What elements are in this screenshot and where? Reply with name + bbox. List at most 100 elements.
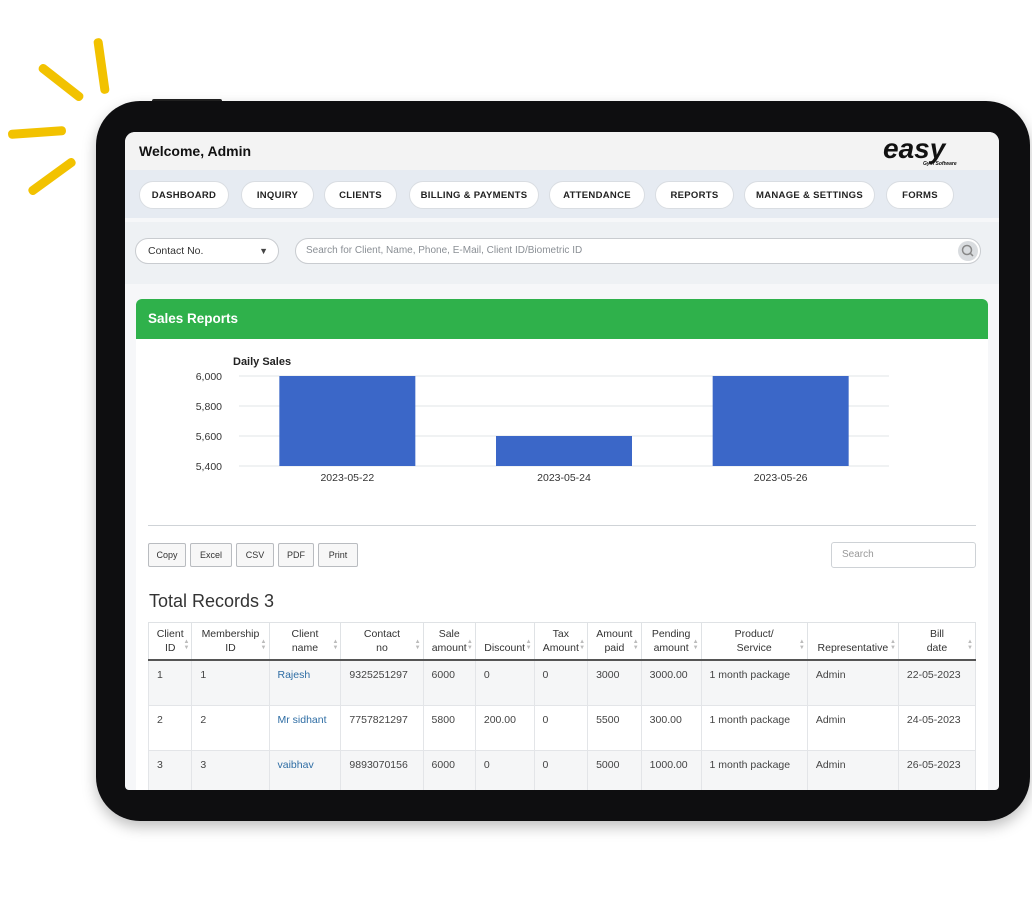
nav-dashboard[interactable]: DASHBOARD (139, 181, 229, 209)
column-header-text: Contact (363, 628, 401, 640)
table-row: 1 1 Rajesh 9325251297 6000 0 0 3000 3000.00 1 mon… (147, 659, 977, 706)
client-name-link[interactable]: Rajesh (277, 669, 311, 681)
nav-reports[interactable]: REPORTS (655, 181, 734, 209)
y-tick-label: 5,600 (196, 431, 222, 443)
sort-icon[interactable]: ▲ ▼ (525, 639, 532, 651)
sparkle-decoration (36, 62, 86, 103)
column-header-text: name (291, 642, 319, 654)
panel-title: Sales Reports (148, 311, 239, 326)
column-header-text: Representative (817, 642, 889, 654)
sort-icon[interactable]: ▲ ▼ (889, 639, 896, 651)
easy-logo: easy Gym Software (883, 134, 957, 167)
table-cell: 0 (533, 659, 589, 706)
table-cell: 6000 (422, 659, 476, 706)
column-header-text: amount (653, 642, 689, 654)
nav-inquiry[interactable]: INQUIRY (241, 181, 314, 209)
column-header[interactable]: Product/Service ▲ ▼ (700, 622, 808, 661)
table-cell: 200.00 (474, 705, 535, 751)
table-cell: 22-05-2023 (897, 659, 977, 706)
table-cell: Admin (806, 705, 899, 751)
column-header-text: Discount (484, 642, 526, 654)
table-cell: 5000 (587, 750, 642, 790)
table-cell: 3000 (587, 659, 642, 706)
nav-clients[interactable]: CLIENTS (324, 181, 397, 209)
column-header[interactable]: Tax Amount ▲ ▼ (533, 622, 589, 661)
x-tick-label: 2023-05-22 (320, 472, 374, 484)
sort-icon[interactable]: ▲ ▼ (414, 639, 421, 651)
pdf-button[interactable]: PDF (278, 543, 314, 567)
search-icon[interactable] (958, 241, 978, 261)
sort-icon[interactable]: ▲ ▼ (798, 639, 805, 651)
sort-icon[interactable]: ▲ ▼ (332, 639, 339, 651)
client-name-link[interactable]: Mr sidhant (277, 714, 327, 726)
sort-icon[interactable]: ▲ ▼ (692, 639, 699, 651)
csv-button[interactable]: CSV (236, 543, 274, 567)
column-header-text: Client (291, 628, 319, 640)
table-cell: 1000.00 (640, 750, 702, 790)
column-header-text: Client (156, 628, 184, 640)
client-name-link[interactable]: vaibhav (277, 759, 314, 771)
table-cell: 6000 (422, 750, 476, 790)
sort-icon[interactable]: ▲ ▼ (967, 639, 973, 651)
table-cell: Admin (806, 750, 899, 790)
table-cell: 7757821297 (340, 705, 424, 751)
y-tick-label: 5,800 (196, 401, 222, 413)
search-type-select[interactable]: Contact No. ▼ (135, 238, 279, 264)
nav-attendance[interactable]: ATTENDANCE (549, 181, 645, 209)
column-header[interactable]: Amount paid ▲ ▼ (587, 622, 642, 661)
table-cell: 26-05-2023 (897, 750, 977, 790)
nav-manage-settings[interactable]: MANAGE & SETTINGS (744, 181, 875, 209)
sort-icon[interactable]: ▲ ▼ (466, 639, 473, 651)
column-header[interactable]: Client name ▲ ▼ (268, 622, 342, 661)
column-header-text: date (926, 642, 948, 654)
table-cell: 0 (533, 705, 589, 751)
table-cell: vaibhav (268, 750, 342, 790)
table-cell: Mr sidhant (268, 705, 342, 751)
sort-icon[interactable]: ▲ ▼ (632, 639, 639, 651)
table-cell: 3000.00 (640, 659, 702, 706)
table-cell: Rajesh (268, 659, 342, 706)
sort-icon[interactable]: ▲ ▼ (183, 639, 190, 651)
column-header[interactable]: Contact no ▲ ▼ (340, 622, 424, 661)
table-header-row: Client ID ▲ ▼ Membership ID ▲ ▼ Client name ▲ ▼ Cont… (147, 622, 977, 661)
column-header-text: Tax (552, 628, 569, 640)
nav-forms[interactable]: FORMS (886, 181, 954, 209)
print-button[interactable]: Print (318, 543, 358, 567)
sort-icon[interactable]: ▲ ▼ (260, 639, 267, 651)
copy-button[interactable]: Copy (148, 543, 186, 567)
table-body: 1 1 Rajesh 9325251297 6000 0 0 3000 3000.00 1 mon… (147, 659, 977, 790)
nav-billing-payments[interactable]: BILLING & PAYMENTS (409, 181, 539, 209)
table-cell: 9893070156 (340, 750, 424, 790)
app-screen: Welcome, Admin easy Gym Software DASHBOA… (125, 132, 999, 790)
column-header-text: Sale (438, 628, 460, 640)
column-header[interactable]: Representative ▲ ▼ (806, 622, 899, 661)
divider (148, 525, 976, 526)
table-cell: 2 (191, 705, 270, 751)
table-cell: 1 month package (700, 750, 808, 790)
column-header[interactable]: Pending amount ▲ ▼ (640, 622, 702, 661)
column-header-text: ID (225, 642, 236, 654)
column-header-text: amount (431, 642, 467, 654)
column-header-text: no (376, 642, 388, 654)
table-cell: 3 (147, 750, 193, 790)
column-header-text: Service (736, 642, 772, 654)
column-header[interactable]: Membership ID ▲ ▼ (191, 622, 270, 661)
column-header-text: Amount (542, 642, 579, 654)
table-cell: 1 (191, 659, 270, 706)
excel-button[interactable]: Excel (190, 543, 232, 567)
sort-icon[interactable]: ▲ ▼ (579, 639, 586, 651)
table-cell: Admin (806, 659, 899, 706)
column-header[interactable]: Bill date ▲ ▼ (897, 622, 977, 661)
search-bar: Contact No. ▼ Search for Client, Name, P… (125, 222, 999, 284)
table-search-input[interactable]: Search (831, 542, 976, 568)
table-row: 3 3 vaibhav 9893070156 6000 0 0 5000 1000.00 1 mo… (147, 750, 977, 790)
sales-report-panel: Sales Reports Daily Sales 6,000 5,800 5,600… (136, 299, 988, 790)
column-header[interactable]: Sale amount ▲ ▼ (422, 622, 476, 661)
search-input[interactable]: Search for Client, Name, Phone, E-Mail, … (295, 238, 981, 264)
column-header[interactable]: Discount ▲ ▼ (474, 622, 535, 661)
table-cell: 0 (474, 659, 535, 706)
table-cell: 0 (474, 750, 535, 790)
records-table: Client ID ▲ ▼ Membership ID ▲ ▼ Client name ▲ ▼ Cont… (147, 622, 977, 790)
column-header[interactable]: Client ID ▲ ▼ (147, 622, 193, 661)
column-header-text: Bill (929, 628, 944, 640)
